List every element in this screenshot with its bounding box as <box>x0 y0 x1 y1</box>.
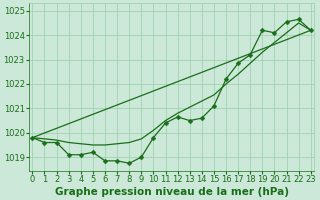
X-axis label: Graphe pression niveau de la mer (hPa): Graphe pression niveau de la mer (hPa) <box>55 187 289 197</box>
